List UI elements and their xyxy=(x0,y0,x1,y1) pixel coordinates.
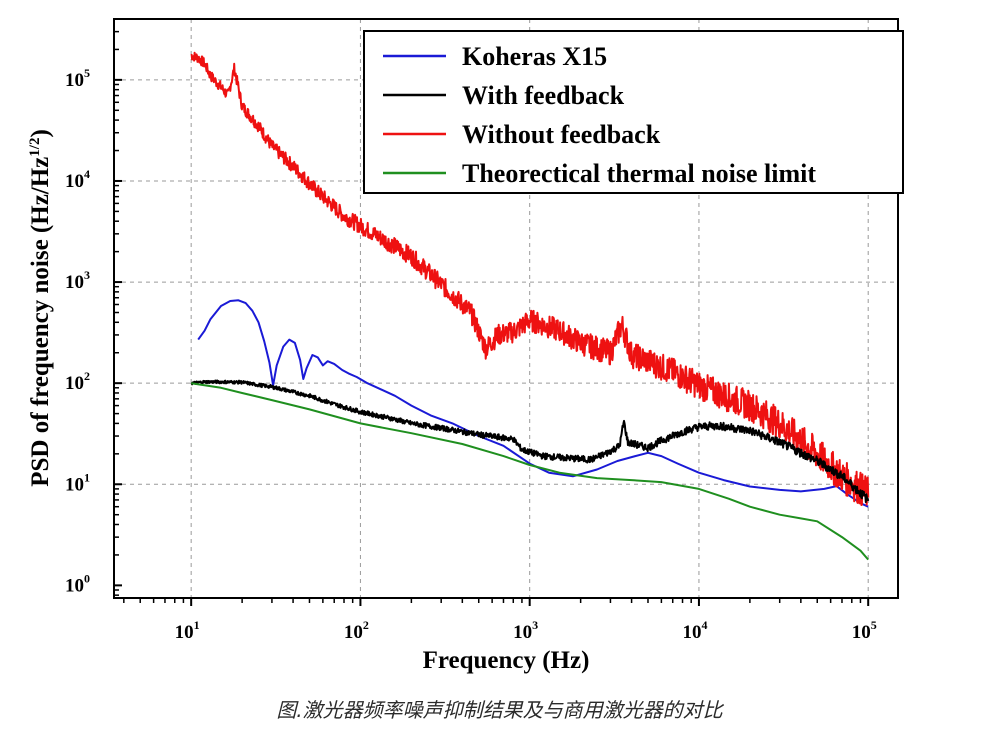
legend-label: With feedback xyxy=(462,81,625,110)
legend-label: Koheras X15 xyxy=(462,42,607,71)
x-tick-label: 105 xyxy=(852,618,877,643)
x-tick-label: 101 xyxy=(175,618,200,643)
y-axis-title: PSD of frequency noise (Hz/Hz1/2) xyxy=(27,129,54,487)
series-line-1 xyxy=(190,379,870,504)
plot-frame xyxy=(113,18,899,599)
series-line-2 xyxy=(190,51,870,506)
legend-label: Without feedback xyxy=(462,120,661,149)
y-tick-label: 103 xyxy=(65,268,90,293)
series-layer xyxy=(190,51,870,561)
x-axis-title: Frequency (Hz) xyxy=(423,647,590,674)
y-tick-label: 102 xyxy=(65,369,90,394)
series-line-3 xyxy=(191,382,869,561)
x-tick-label: 104 xyxy=(682,618,707,643)
y-tick-label: 101 xyxy=(65,470,90,495)
y-tick-labels: 100 101 102 103 104 105 xyxy=(65,66,90,597)
legend-box xyxy=(363,30,904,194)
y-tick-label: 100 xyxy=(65,571,90,596)
minor-ticks xyxy=(114,18,870,606)
frequency-noise-chart: 101 102 103 104 105 100 101 102 103 104 105 Frequ… xyxy=(27,18,904,674)
y-tick-label: 105 xyxy=(65,66,90,91)
y-tick-label: 104 xyxy=(65,167,90,192)
series-line-0 xyxy=(197,299,869,508)
legend-label: Theorectical thermal noise limit xyxy=(462,159,816,188)
x-tick-labels: 101 102 103 104 105 xyxy=(175,618,877,643)
figure-caption: 图.激光器频率噪声抑制结果及与商用激光器的对比 xyxy=(276,698,723,722)
legend: Koheras X15 With feedback Without feedback… xyxy=(363,30,904,194)
x-tick-label: 103 xyxy=(513,618,538,643)
x-tick-label: 102 xyxy=(344,618,369,643)
